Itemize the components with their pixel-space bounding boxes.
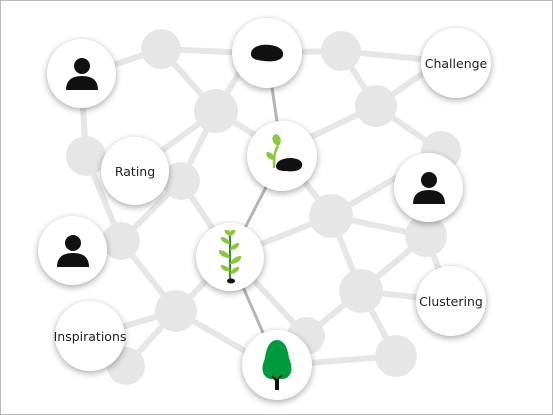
young-plant-icon [218,230,242,284]
rating-node: Rating [101,137,169,205]
inspirations-label: Inspirations [53,328,127,344]
challenge-label: Challenge [424,55,488,71]
seed-node [232,18,302,88]
seed-icon [251,44,284,62]
young-plant-node [196,223,264,291]
growth-path [228,52,284,366]
person-icon [56,234,89,267]
person-node-3 [38,216,107,285]
person-node-2 [394,153,463,222]
sprout-node [247,121,317,191]
inspirations-node: Inspirations [53,301,127,371]
tree-node [242,330,312,400]
clustering-label: Clustering [419,293,483,309]
clustering-node: Clustering [416,266,486,336]
challenge-node: Challenge [421,28,491,98]
person-icon [65,57,98,90]
sprout-icon [266,134,303,172]
person-icon [412,171,445,204]
tree-icon [262,340,292,390]
person-node-1 [47,39,116,108]
rating-label: Rating [114,163,156,179]
